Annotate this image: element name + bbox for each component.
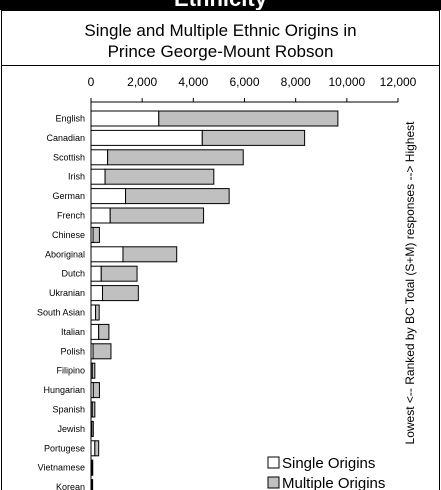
category-label: French — [57, 211, 85, 221]
legend-label-single-origins: Single Origins — [282, 455, 375, 472]
bar-multiple-origins — [104, 168, 215, 185]
x-tick-label: 12,000 — [380, 75, 417, 89]
bar-single-origins — [90, 149, 109, 166]
legend-swatch-single-origins — [267, 456, 280, 469]
category-label: Hungarian — [43, 385, 85, 395]
bar-single-origins — [90, 440, 96, 457]
header-bar: Ethnicity — [0, 0, 441, 10]
category-label: Korean — [56, 482, 85, 490]
legend-swatch-multiple-origins — [267, 476, 280, 489]
chart-title-box: Single and Multiple Ethnic Origins in Pr… — [1, 10, 440, 66]
category-label: South Asian — [37, 308, 85, 318]
bar-multiple-origins — [109, 207, 205, 224]
bar-single-origins — [90, 265, 102, 282]
bar-multiple-origins — [91, 479, 94, 490]
bar-multiple-origins — [125, 188, 230, 205]
category-label: Italian — [61, 327, 85, 337]
x-tick-label: 10,000 — [328, 75, 365, 89]
category-label: Scottish — [53, 152, 85, 162]
category-label: Aboriginal — [45, 249, 85, 259]
bar-multiple-origins — [122, 246, 178, 263]
category-label: German — [52, 191, 85, 201]
category-label: Spanish — [52, 405, 85, 415]
bar-multiple-origins — [98, 323, 110, 340]
side-axis-label: Lowest <-- Ranked by BC Total (S+M) resp… — [403, 121, 417, 445]
bar-multiple-origins — [92, 226, 100, 243]
bar-multiple-origins — [102, 285, 139, 302]
bar-multiple-origins — [91, 362, 96, 379]
category-label: Jewish — [57, 424, 85, 434]
x-tick-label: 8,000 — [281, 75, 311, 89]
chart-title-line-1: Single and Multiple Ethnic Origins in — [84, 21, 357, 40]
category-label: Irish — [68, 172, 85, 182]
x-tick-label: 6,000 — [229, 75, 259, 89]
bar-single-origins — [90, 323, 100, 340]
bar-single-origins — [90, 207, 111, 224]
bar-single-origins — [90, 188, 127, 205]
category-label: Vietnamese — [38, 463, 85, 473]
category-label: English — [55, 114, 85, 124]
bar-multiple-origins — [92, 382, 100, 399]
bar-single-origins — [90, 129, 203, 146]
category-label: Portugese — [44, 443, 85, 453]
bar-single-origins — [90, 168, 106, 185]
x-tick-label: 2,000 — [127, 75, 157, 89]
plot-frame — [1, 64, 440, 490]
x-tick-label: 0 — [88, 75, 95, 89]
category-label: Polish — [60, 346, 85, 356]
category-label: Canadian — [46, 133, 85, 143]
category-label: Dutch — [61, 269, 85, 279]
bar-multiple-origins — [100, 265, 138, 282]
category-label: Filipino — [56, 366, 85, 376]
bar-multiple-origins — [94, 440, 100, 457]
bar-single-origins — [90, 246, 124, 263]
category-label: Chinese — [52, 230, 85, 240]
bar-multiple-origins — [91, 401, 96, 418]
category-label: Ukranian — [49, 288, 85, 298]
bar-multiple-origins — [201, 129, 306, 146]
bar-single-origins — [90, 285, 104, 302]
bar-multiple-origins — [92, 343, 112, 360]
bar-multiple-origins — [91, 420, 94, 437]
bar-multiple-origins — [107, 149, 244, 166]
bar-single-origins — [90, 110, 160, 127]
chart-title-line-2: Prince George-Mount Robson — [107, 42, 334, 61]
bar-multiple-origins — [91, 459, 94, 476]
legend-label-multiple-origins: Multiple Origins — [282, 475, 385, 490]
bar-multiple-origins — [158, 110, 339, 127]
bar-multiple-origins — [95, 304, 100, 321]
bar-single-origins — [90, 304, 97, 321]
header-title: Ethnicity — [0, 0, 441, 10]
x-tick-label: 4,000 — [178, 75, 208, 89]
